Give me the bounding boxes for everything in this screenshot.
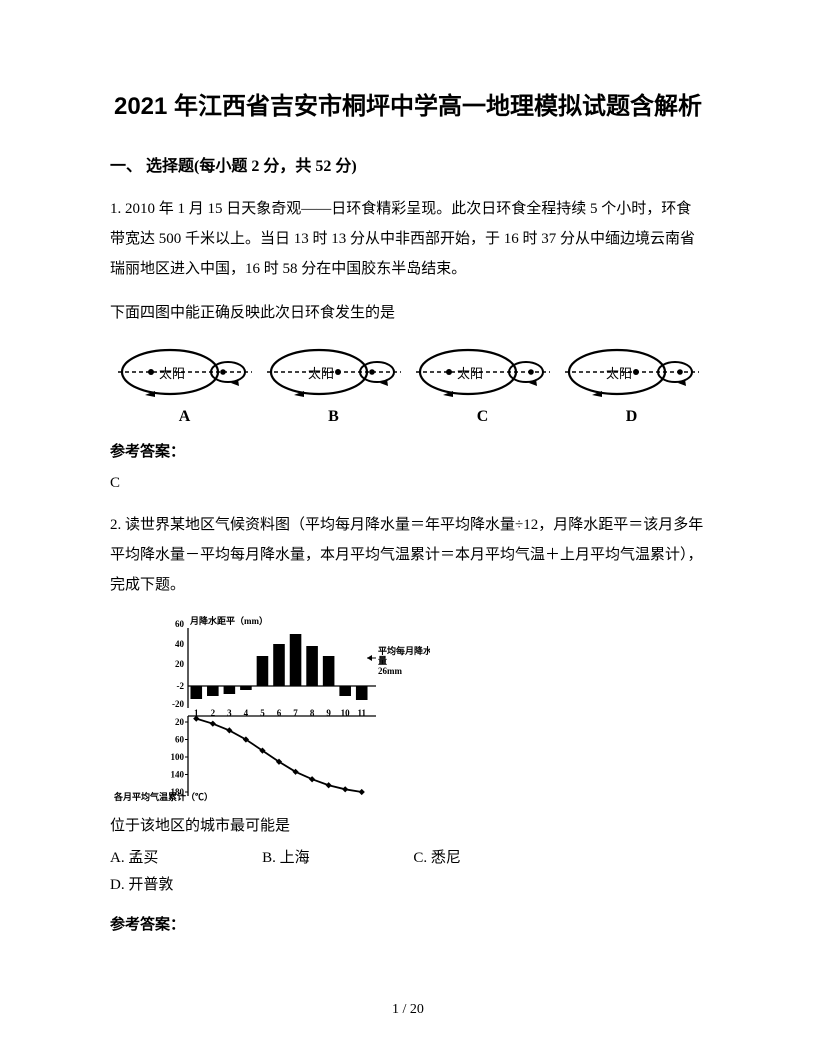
sun-label-a: 太阳 (159, 366, 185, 381)
sun-label-b: 太阳 (308, 366, 334, 381)
q2-text: 2. 读世界某地区气候资料图（平均每月降水量＝年平均降水量÷12，月降水距平＝该… (110, 510, 706, 600)
svg-text:量: 量 (378, 655, 387, 666)
q1-answer: C (110, 475, 706, 492)
sun-label-d: 太阳 (606, 366, 632, 381)
q2-option-c: C. 悉尼 (413, 845, 511, 872)
svg-text:26mm: 26mm (378, 666, 402, 676)
q2-options: A. 孟买 B. 上海 C. 悉尼 D. 开普敦 (110, 845, 706, 899)
svg-text:40: 40 (175, 639, 185, 649)
option-label-c: C (408, 408, 557, 426)
svg-text:60: 60 (175, 619, 185, 629)
svg-text:140: 140 (171, 769, 185, 779)
section-header: 一、 选择题(每小题 2 分，共 52 分) (110, 152, 706, 176)
sun-label-c: 太阳 (457, 366, 483, 381)
q1-prompt: 下面四图中能正确反映此次日环食发生的是 (110, 298, 706, 328)
svg-text:-2: -2 (177, 681, 185, 691)
page-title: 2021 年江西省吉安市桐坪中学高一地理模拟试题含解析 (110, 90, 706, 124)
svg-text:60: 60 (175, 734, 185, 744)
svg-text:100: 100 (171, 752, 185, 762)
eclipse-diagrams: 太阳 A 太阳 B (110, 342, 706, 426)
diagram-b: 太阳 B (259, 342, 408, 426)
svg-text:-20: -20 (172, 699, 184, 709)
q2-option-d: D. 开普敦 (110, 872, 223, 899)
diagram-d: 太阳 D (557, 342, 706, 426)
q2-ref-label: 参考答案： (110, 913, 706, 934)
svg-text:月降水距平（mm）: 月降水距平（mm） (189, 615, 268, 626)
option-label-a: A (110, 408, 259, 426)
option-label-b: B (259, 408, 408, 426)
svg-text:平均每月降水: 平均每月降水 (378, 645, 430, 656)
q2-option-a: A. 孟买 (110, 845, 208, 872)
q2-option-b: B. 上海 (262, 845, 360, 872)
svg-text:各月平均气温累计（℃）: 各月平均气温累计（℃） (113, 791, 213, 802)
q2-prompt: 位于该地区的城市最可能是 (110, 811, 706, 841)
climate-chart: 月降水距平（mm）-20-22040601234567891011平均每月降水量… (110, 614, 706, 809)
q1-text: 1. 2010 年 1 月 15 日天象奇观——日环食精彩呈现。此次日环食全程持… (110, 194, 706, 284)
option-label-d: D (557, 408, 706, 426)
q1-ref-label: 参考答案： (110, 440, 706, 461)
diagram-c: 太阳 C (408, 342, 557, 426)
diagram-a: 太阳 A (110, 342, 259, 426)
page-number: 1 / 20 (0, 1002, 816, 1018)
svg-text:20: 20 (175, 717, 185, 727)
svg-text:20: 20 (175, 659, 185, 669)
